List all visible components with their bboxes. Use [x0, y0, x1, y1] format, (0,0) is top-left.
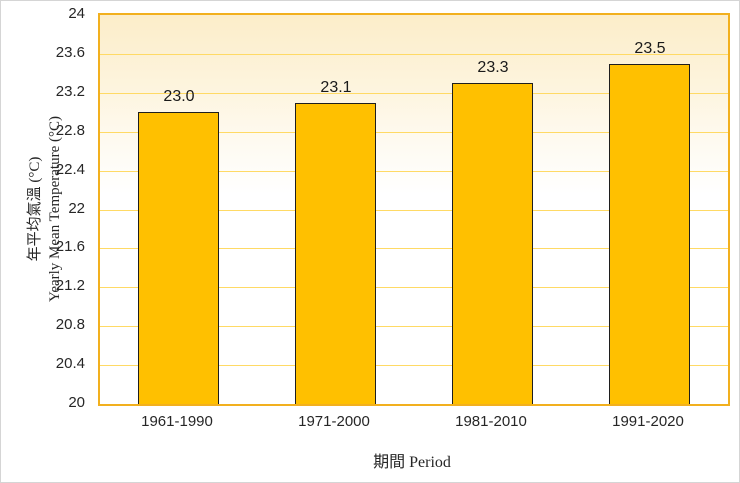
x-axis-title: 期間 Period — [373, 454, 451, 471]
gridline-22.8 — [100, 132, 728, 133]
x-tick-label-1961-1990: 1961-1990 — [141, 413, 213, 430]
bar-1991-2020[interactable] — [609, 64, 690, 404]
bar-value-label-1981-2010: 23.3 — [477, 59, 509, 76]
y-tick-label-21.2: 21.2 — [55, 277, 85, 294]
y-tick-label-23.2: 23.2 — [55, 83, 85, 100]
y-tick-label-20.4: 20.4 — [55, 355, 85, 372]
y-tick-label-20: 20 — [68, 394, 85, 411]
y-tick-label-22: 22 — [68, 200, 85, 217]
y-tick-label-20.8: 20.8 — [55, 316, 85, 333]
gridline-20.8 — [100, 326, 728, 327]
bar-1961-1990[interactable] — [138, 112, 219, 404]
bar-1971-2000[interactable] — [295, 103, 376, 404]
gridline-21.6 — [100, 248, 728, 249]
gridline-22.4 — [100, 171, 728, 172]
gridline-21.2 — [100, 287, 728, 288]
y-tick-label-24: 24 — [68, 5, 85, 22]
x-tick-label-1981-2010: 1981-2010 — [455, 413, 527, 430]
plot-area: 23.0 23.1 23.3 23.5 — [98, 13, 730, 406]
gridline-20.4 — [100, 365, 728, 366]
gridline-23.6 — [100, 54, 728, 55]
y-tick-label-23.6: 23.6 — [55, 44, 85, 61]
y-tick-label-22.8: 22.8 — [55, 122, 85, 139]
bar-value-label-1961-1990: 23.0 — [163, 88, 195, 105]
x-tick-label-1971-2000: 1971-2000 — [298, 413, 370, 430]
y-tick-label-22.4: 22.4 — [55, 161, 85, 178]
y-tick-label-21.6: 21.6 — [55, 238, 85, 255]
gridline-23.2 — [100, 93, 728, 94]
bar-value-label-1971-2000: 23.1 — [320, 79, 352, 96]
bar-value-label-1991-2020: 23.5 — [634, 40, 666, 57]
x-tick-label-1991-2020: 1991-2020 — [612, 413, 684, 430]
bar-1981-2010[interactable] — [452, 83, 533, 404]
gridline-22 — [100, 210, 728, 211]
